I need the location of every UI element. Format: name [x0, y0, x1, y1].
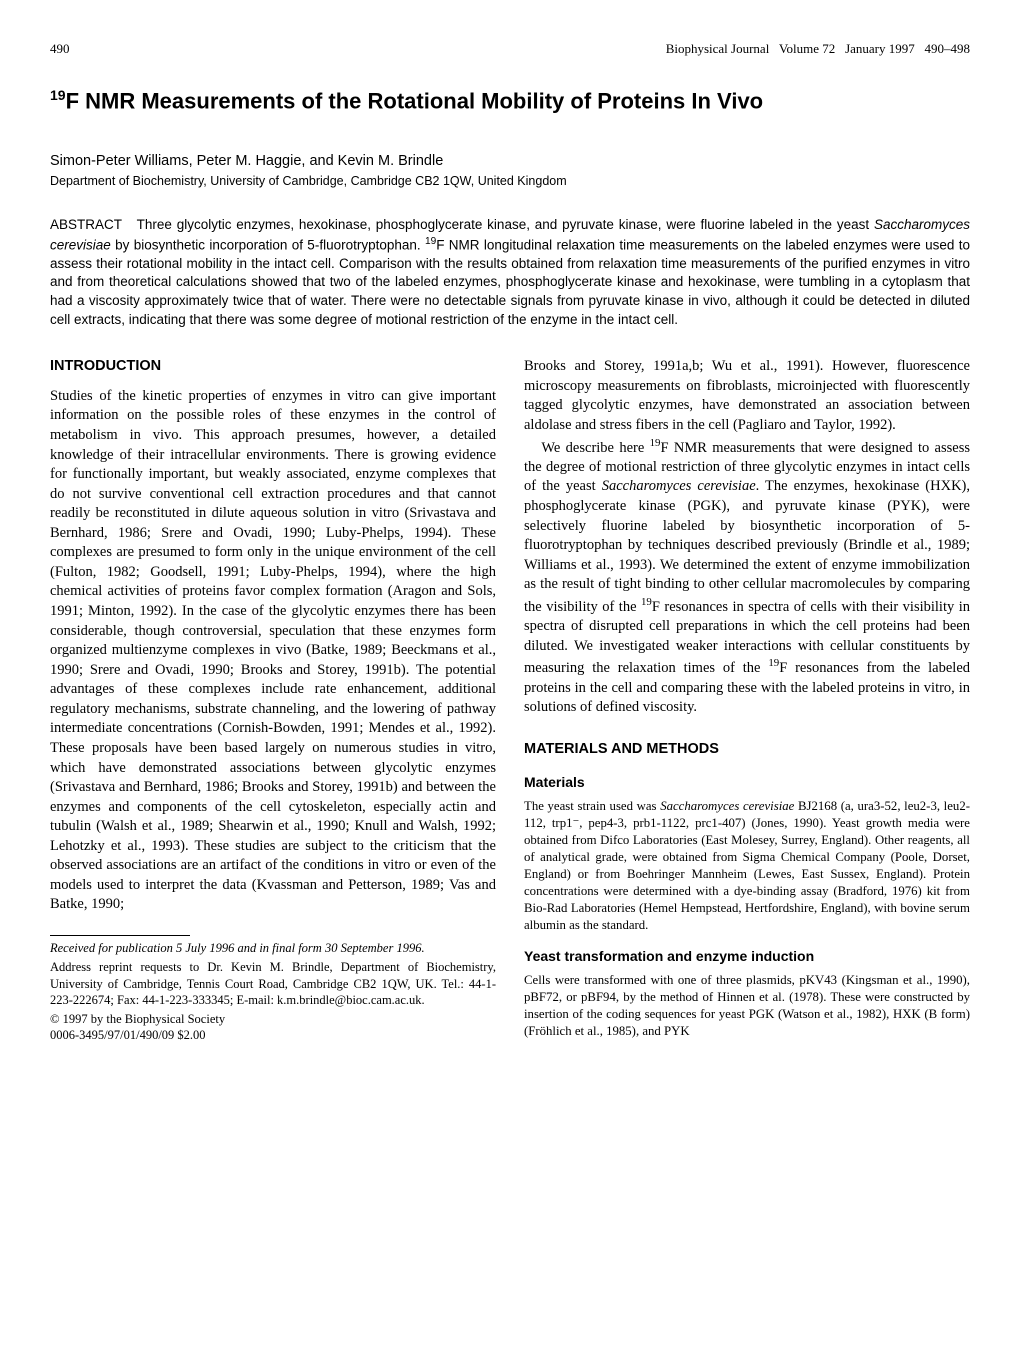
affiliation: Department of Biochemistry, University o…: [50, 173, 970, 190]
issn-line: 0006-3495/97/01/490/09 $2.00: [50, 1027, 496, 1043]
footnote-block: Received for publication 5 July 1996 and…: [50, 940, 496, 1044]
abstract-label: ABSTRACT: [50, 217, 122, 232]
materials-subheading: Materials: [524, 773, 970, 792]
yeast-transform-body: Cells were transformed with one of three…: [524, 972, 970, 1040]
materials-heading: MATERIALS AND METHODS: [524, 740, 970, 760]
reprint-address: Address reprint requests to Dr. Kevin M.…: [50, 959, 496, 1008]
introduction-heading: INTRODUCTION: [50, 357, 496, 377]
yeast-transform-subheading: Yeast transformation and enzyme inductio…: [524, 947, 970, 966]
article-title: 19F NMR Measurements of the Rotational M…: [50, 86, 970, 116]
intro-paragraph-2: Brooks and Storey, 1991a,b; Wu et al., 1…: [524, 357, 970, 435]
abstract: ABSTRACT Three glycolytic enzymes, hexok…: [50, 216, 970, 329]
intro-paragraph-1: Studies of the kinetic properties of enz…: [50, 387, 496, 915]
authors: Simon-Peter Williams, Peter M. Haggie, a…: [50, 152, 970, 172]
intro-paragraph-3: We describe here 19F NMR measurements th…: [524, 436, 970, 718]
running-header: 490 Biophysical Journal Volume 72 Januar…: [50, 40, 970, 58]
journal-info: Biophysical Journal Volume 72 January 19…: [666, 40, 970, 58]
page-number: 490: [50, 40, 70, 58]
body-columns: INTRODUCTION Studies of the kinetic prop…: [50, 357, 970, 1043]
received-line: Received for publication 5 July 1996 and…: [50, 940, 496, 956]
copyright-line: © 1997 by the Biophysical Society: [50, 1011, 496, 1027]
right-column: Brooks and Storey, 1991a,b; Wu et al., 1…: [524, 357, 970, 1043]
materials-body: The yeast strain used was Saccharomyces …: [524, 798, 970, 933]
left-column: INTRODUCTION Studies of the kinetic prop…: [50, 357, 496, 1043]
footnote-separator: [50, 935, 190, 936]
